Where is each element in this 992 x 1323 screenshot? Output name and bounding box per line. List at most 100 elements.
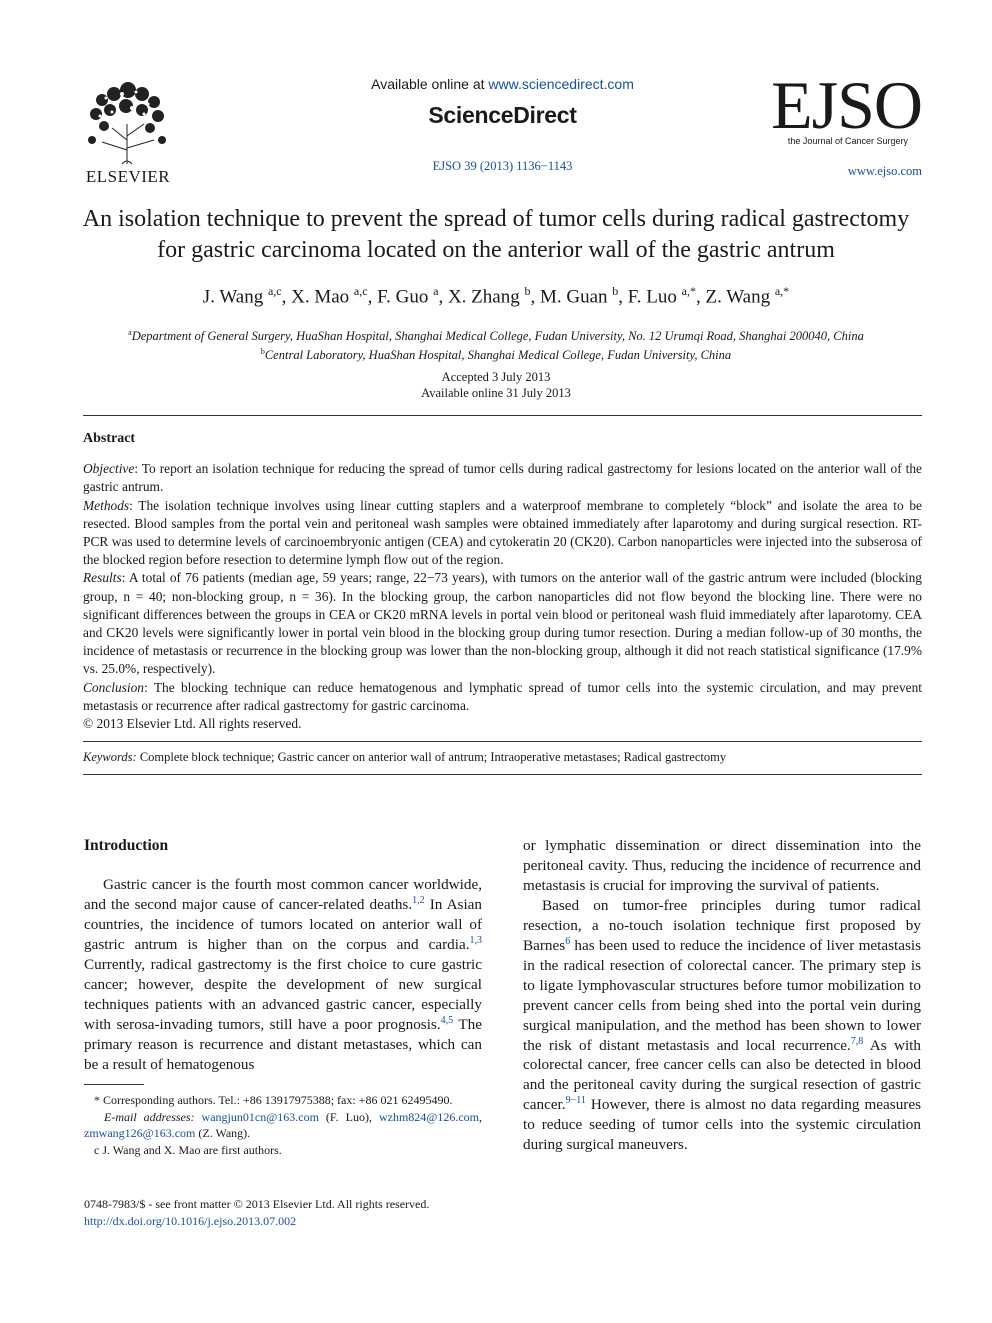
available-online: Available online at www.sciencedirect.co… xyxy=(330,76,675,92)
body-text: Based on tumor-free principles during tu… xyxy=(523,896,921,954)
affiliation-b-marker: b xyxy=(260,347,265,357)
email-3-owner: (Z. Wang). xyxy=(195,1126,251,1140)
body-text: Gastric cancer is the fourth most common… xyxy=(84,876,482,913)
author-name: X. Zhang xyxy=(447,286,525,308)
author-affiliation-marker: a xyxy=(433,284,439,298)
page-footer: 0748-7983/$ - see front matter © 2013 El… xyxy=(84,1196,504,1229)
affiliation-a-text: Department of General Surgery, HuaShan H… xyxy=(131,329,864,344)
divider-top xyxy=(83,415,922,416)
abstract-copyright: © 2013 Elsevier Ltd. All rights reserved… xyxy=(83,716,302,732)
author-affiliation-marker: a,* xyxy=(774,284,790,298)
abstract-methods: Methods: The isolation technique involve… xyxy=(83,497,922,570)
email-separator: , xyxy=(479,1109,482,1124)
author-name: Z. Wang xyxy=(705,286,775,308)
keywords-text: Complete block technique; Gastric cancer… xyxy=(136,750,727,764)
introduction-heading: Introduction xyxy=(84,837,169,854)
body-text: The primary reason is recurrence and dis… xyxy=(84,1015,482,1073)
affiliation-a: aDepartment of General Surgery, HuaShan … xyxy=(70,325,922,344)
article-title: An isolation technique to prevent the sp… xyxy=(82,206,910,263)
elsevier-tree-icon xyxy=(82,80,172,166)
author-affiliation-marker: a,c xyxy=(353,284,368,298)
author-list: J. Wang a,c, X. Mao a,c, F. Guo a, X. Zh… xyxy=(70,284,922,308)
body-text: However, there is almost no data regardi… xyxy=(523,1096,921,1154)
objective-label: Objective xyxy=(83,461,135,477)
body-right-column: or lymphatic dissemination or direct dis… xyxy=(523,836,921,1155)
intro-paragraph-1-continued: or lymphatic dissemination or direct dis… xyxy=(523,837,921,894)
body-text: In Asian countries, the incidence of tum… xyxy=(84,895,482,953)
doi-link[interactable]: http://dx.doi.org/10.1016/j.ejso.2013.07… xyxy=(84,1213,297,1228)
email-addresses: E-mail addresses: wangjun01cn@163.com (F… xyxy=(84,1109,482,1142)
body-text: As with colorectal cancer, free cancer c… xyxy=(523,1036,921,1114)
abstract-heading: Abstract xyxy=(83,431,136,446)
available-online-date: Available online 31 July 2013 xyxy=(421,386,571,400)
methods-label: Methods xyxy=(83,497,130,513)
abstract-conclusion: Conclusion: The blocking technique can r… xyxy=(83,679,922,715)
email-label: E-mail addresses: xyxy=(104,1109,195,1124)
citation-reference-link[interactable]: 1,3 xyxy=(469,934,483,946)
article-dates: Accepted 3 July 2013 Available online 31… xyxy=(70,369,922,401)
journal-header-center: Available online at www.sciencedirect.co… xyxy=(330,76,675,174)
body-text: has been used to reduce the incidence of… xyxy=(523,936,921,1054)
abstract: Abstract Objective: To report an isolati… xyxy=(83,430,922,733)
author-name: X. Mao xyxy=(291,286,354,308)
divider-abstract xyxy=(83,741,922,742)
journal-citation[interactable]: EJSO 39 (2013) 1136−1143 xyxy=(432,159,573,173)
author-separator: , xyxy=(530,286,540,308)
author-affiliation-marker: a,* xyxy=(681,284,696,298)
affiliation-a-marker: a xyxy=(128,328,132,337)
divider-keywords xyxy=(83,774,922,775)
elsevier-logo: ELSEVIER xyxy=(82,80,174,187)
journal-subtitle: the Journal of Cancer Surgery xyxy=(787,136,908,146)
available-online-prefix: Available online at xyxy=(371,76,489,92)
sciencedirect-link[interactable]: www.sciencedirect.com xyxy=(488,76,634,92)
author-name: J. Wang xyxy=(202,286,268,308)
author-separator: , xyxy=(438,286,448,308)
author-separator: , xyxy=(696,286,706,308)
accepted-date: Accepted 3 July 2013 xyxy=(441,370,551,384)
email-link-3[interactable]: zmwang126@163.com xyxy=(84,1126,196,1140)
abstract-results: Results: A total of 76 patients (median … xyxy=(83,569,922,678)
footnotes: * Corresponding authors. Tel.: +86 13917… xyxy=(84,1092,482,1158)
citation-reference-link[interactable]: 6 xyxy=(565,935,571,947)
abstract-objective: Objective: To report an isolation techni… xyxy=(83,460,922,496)
email-link-1[interactable]: wangjun01cn@163.com xyxy=(201,1109,319,1124)
results-label: Results xyxy=(83,570,122,586)
issn-copyright: 0748-7983/$ - see front matter © 2013 El… xyxy=(84,1197,430,1211)
corresponding-author-note: * Corresponding authors. Tel.: +86 13917… xyxy=(94,1093,453,1107)
author-separator: , xyxy=(281,286,292,308)
affiliations: aDepartment of General Surgery, HuaShan … xyxy=(70,325,922,363)
author-affiliation-marker: b xyxy=(524,284,531,298)
conclusion-text: : The blocking technique can reduce hema… xyxy=(83,679,922,713)
author-separator: , xyxy=(367,286,378,308)
body-text: Currently, radical gastrectomy is the fi… xyxy=(84,955,482,1033)
citation-reference-link[interactable]: 4,5 xyxy=(440,1014,454,1026)
publisher-name: ELSEVIER xyxy=(85,167,171,186)
author-name: M. Guan xyxy=(539,286,613,308)
methods-text: : The isolation technique involves using… xyxy=(83,497,922,568)
author-name: F. Guo xyxy=(377,286,434,308)
author-affiliation-marker: a,c xyxy=(267,284,282,298)
body-left-column: Introduction Gastric cancer is the fourt… xyxy=(84,836,482,1075)
keywords-label: Keywords: xyxy=(83,750,137,764)
email-link-2[interactable]: wzhm824@126.com xyxy=(378,1109,479,1124)
objective-text: : To report an isolation technique for r… xyxy=(83,461,922,495)
keywords: Keywords: Complete block technique; Gast… xyxy=(83,750,922,765)
citation-reference-link[interactable]: 7,8 xyxy=(850,1035,864,1047)
citation-reference-link[interactable]: 1,2 xyxy=(412,894,425,906)
conclusion-label: Conclusion xyxy=(83,679,145,695)
results-text: : A total of 76 patients (median age, 59… xyxy=(83,570,922,677)
journal-website-link[interactable]: www.ejso.com xyxy=(847,164,922,178)
author-separator: , xyxy=(618,286,628,308)
sciencedirect-wordmark: ScienceDirect xyxy=(428,102,577,128)
intro-paragraph-1: Gastric cancer is the fourth most common… xyxy=(84,875,482,1075)
journal-masthead: EJSO the Journal of Cancer Surgery www.e… xyxy=(771,71,923,179)
author-name: F. Luo xyxy=(627,286,682,308)
author-affiliation-marker: b xyxy=(612,284,619,298)
equal-contribution-note: c J. Wang and X. Mao are first authors. xyxy=(94,1142,282,1157)
affiliation-b: bCentral Laboratory, HuaShan Hospital, S… xyxy=(70,344,922,363)
intro-paragraph-2: Based on tumor-free principles during tu… xyxy=(523,896,921,1155)
email-1-owner: (F. Luo), xyxy=(318,1109,379,1124)
footnote-divider xyxy=(84,1084,144,1085)
affiliation-b-text: Central Laboratory, HuaShan Hospital, Sh… xyxy=(264,348,732,363)
citation-reference-link[interactable]: 9−11 xyxy=(565,1095,586,1107)
